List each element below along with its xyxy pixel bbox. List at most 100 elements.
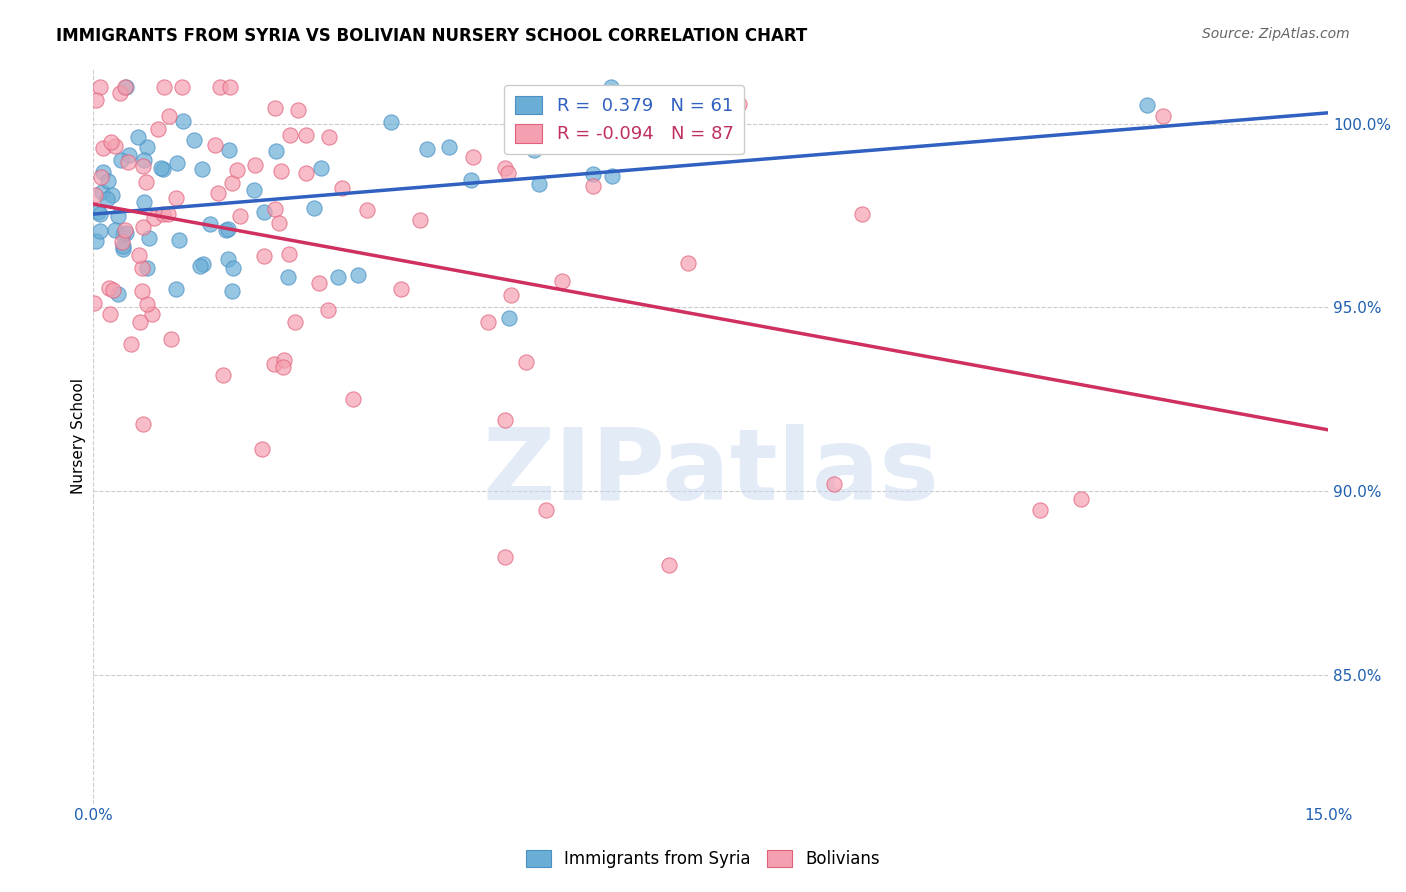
- Point: [582, 167, 605, 181]
- Point: [221, 176, 243, 190]
- Point: [295, 166, 318, 180]
- Point: [226, 162, 249, 177]
- Legend: Immigrants from Syria, Bolivians: Immigrants from Syria, Bolivians: [519, 843, 887, 875]
- Point: [304, 201, 326, 215]
- Point: [172, 114, 194, 128]
- Point: [153, 79, 176, 94]
- Point: [110, 235, 132, 249]
- Point: [112, 242, 135, 256]
- Point: [87, 205, 110, 219]
- Point: [132, 159, 155, 173]
- Point: [101, 283, 124, 297]
- Point: [114, 227, 136, 241]
- Point: [90, 169, 112, 184]
- Point: [132, 219, 155, 234]
- Point: [146, 122, 169, 136]
- Text: IMMIGRANTS FROM SYRIA VS BOLIVIAN NURSERY SCHOOL CORRELATION CHART: IMMIGRANTS FROM SYRIA VS BOLIVIAN NURSER…: [56, 27, 807, 45]
- Point: [529, 177, 551, 191]
- Point: [318, 130, 340, 145]
- Point: [132, 417, 155, 431]
- Point: [326, 270, 349, 285]
- Point: [582, 178, 605, 193]
- Point: [534, 502, 557, 516]
- Point: [138, 231, 160, 245]
- Point: [287, 103, 309, 118]
- Point: [295, 128, 318, 142]
- Point: [252, 249, 274, 263]
- Point: [269, 216, 291, 230]
- Point: [83, 188, 105, 202]
- Point: [494, 413, 516, 427]
- Point: [107, 209, 129, 223]
- Point: [84, 93, 107, 107]
- Legend: R =  0.379   N = 61, R = -0.094   N = 87: R = 0.379 N = 61, R = -0.094 N = 87: [505, 85, 744, 154]
- Text: ZIPatlas: ZIPatlas: [482, 425, 939, 521]
- Point: [728, 97, 751, 112]
- Point: [498, 311, 520, 326]
- Point: [96, 192, 118, 206]
- Point: [89, 79, 111, 94]
- Point: [316, 302, 339, 317]
- Point: [108, 86, 131, 100]
- Point: [218, 252, 240, 266]
- Point: [136, 297, 159, 311]
- Point: [409, 213, 432, 227]
- Point: [263, 101, 285, 115]
- Text: Source: ZipAtlas.com: Source: ZipAtlas.com: [1202, 27, 1350, 41]
- Point: [460, 173, 482, 187]
- Point: [243, 183, 266, 197]
- Point: [117, 154, 139, 169]
- Point: [277, 247, 299, 261]
- Point: [851, 207, 873, 221]
- Point: [83, 295, 105, 310]
- Point: [217, 222, 239, 236]
- Point: [308, 276, 330, 290]
- Point: [515, 354, 537, 368]
- Point: [277, 270, 299, 285]
- Point: [212, 368, 235, 383]
- Point: [135, 175, 157, 189]
- Point: [208, 79, 231, 94]
- Point: [280, 128, 302, 142]
- Point: [389, 282, 412, 296]
- Point: [134, 194, 156, 209]
- Point: [1136, 98, 1159, 112]
- Point: [1029, 502, 1052, 516]
- Point: [89, 207, 111, 221]
- Point: [166, 156, 188, 170]
- Point: [658, 558, 681, 572]
- Point: [229, 210, 252, 224]
- Point: [496, 166, 519, 180]
- Point: [330, 180, 353, 194]
- Point: [98, 281, 121, 295]
- Point: [599, 79, 621, 94]
- Point: [152, 207, 174, 221]
- Point: [243, 158, 266, 172]
- Point: [114, 79, 136, 94]
- Point: [263, 357, 285, 371]
- Point: [270, 164, 292, 178]
- Point: [284, 315, 307, 329]
- Point: [499, 288, 522, 302]
- Point: [97, 173, 120, 187]
- Point: [141, 307, 163, 321]
- Point: [204, 138, 226, 153]
- Point: [250, 442, 273, 456]
- Point: [342, 392, 364, 406]
- Point: [170, 79, 193, 94]
- Point: [110, 153, 132, 168]
- Point: [416, 142, 439, 156]
- Point: [193, 257, 215, 271]
- Point: [136, 260, 159, 275]
- Point: [115, 79, 138, 94]
- Point: [523, 144, 546, 158]
- Point: [188, 260, 211, 274]
- Point: [117, 148, 139, 162]
- Point: [98, 307, 121, 321]
- Point: [111, 227, 134, 242]
- Point: [131, 260, 153, 275]
- Point: [112, 239, 135, 253]
- Point: [120, 336, 142, 351]
- Point: [104, 138, 127, 153]
- Point: [437, 140, 460, 154]
